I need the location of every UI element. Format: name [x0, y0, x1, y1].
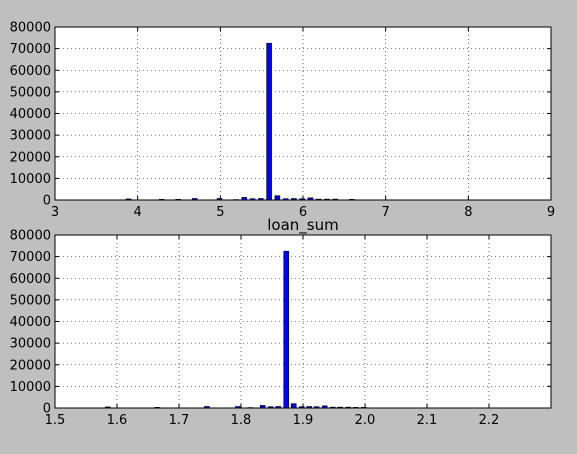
y-tick-label: 10000 — [10, 380, 51, 395]
y-tick-label: 50000 — [10, 85, 51, 100]
y-tick-label: 60000 — [10, 64, 51, 79]
bar — [274, 195, 281, 201]
y-tick-label: 30000 — [10, 129, 51, 144]
x-tick-label: 9 — [547, 205, 555, 220]
y-tick-label: 40000 — [10, 315, 51, 330]
plot-top: 0 10000 20000 30000 40000 50000 60000 70000 8000… — [10, 21, 556, 221]
x-tick-label: 2.0 — [355, 413, 376, 428]
x-tick-label: 6 — [299, 205, 307, 220]
x-tick-label: 7 — [382, 205, 390, 220]
y-tick-label: 70000 — [10, 42, 51, 57]
y-tick-label: 20000 — [10, 150, 51, 165]
x-tick-label: 1.8 — [231, 413, 252, 428]
bar — [290, 403, 297, 409]
y-tick-label: 50000 — [10, 293, 51, 308]
y-tick-label: 40000 — [10, 107, 51, 122]
x-tick-label: 2.2 — [479, 413, 500, 428]
y-tick-label: 0 — [43, 194, 51, 209]
y-tick-label: 20000 — [10, 358, 51, 373]
x-tick-label: 1.7 — [169, 413, 190, 428]
x-tick-label: 1.9 — [293, 413, 314, 428]
x-tick-label: 3 — [51, 205, 59, 220]
x-tick-label: 5 — [216, 205, 224, 220]
plot-bottom: 0 10000 20000 30000 40000 50000 60000 70000 8000… — [10, 216, 552, 428]
bar — [283, 250, 290, 409]
x-tick-label: 2.1 — [417, 413, 438, 428]
x-tick-label: 1.6 — [107, 413, 128, 428]
y-tick-label: 30000 — [10, 337, 51, 352]
y-tick-label: 60000 — [10, 272, 51, 287]
x-tick-label: 1.5 — [45, 413, 66, 428]
x-tick-label: 8 — [464, 205, 472, 220]
y-tick-label: 0 — [43, 402, 51, 417]
chart-title: loan_sum — [267, 216, 338, 235]
y-tick-label: 80000 — [10, 229, 51, 244]
y-tick-label: 10000 — [10, 172, 51, 187]
bar — [266, 42, 272, 201]
y-tick-label: 70000 — [10, 250, 51, 265]
x-tick-label: 4 — [134, 205, 142, 220]
y-tick-label: 80000 — [10, 21, 51, 36]
